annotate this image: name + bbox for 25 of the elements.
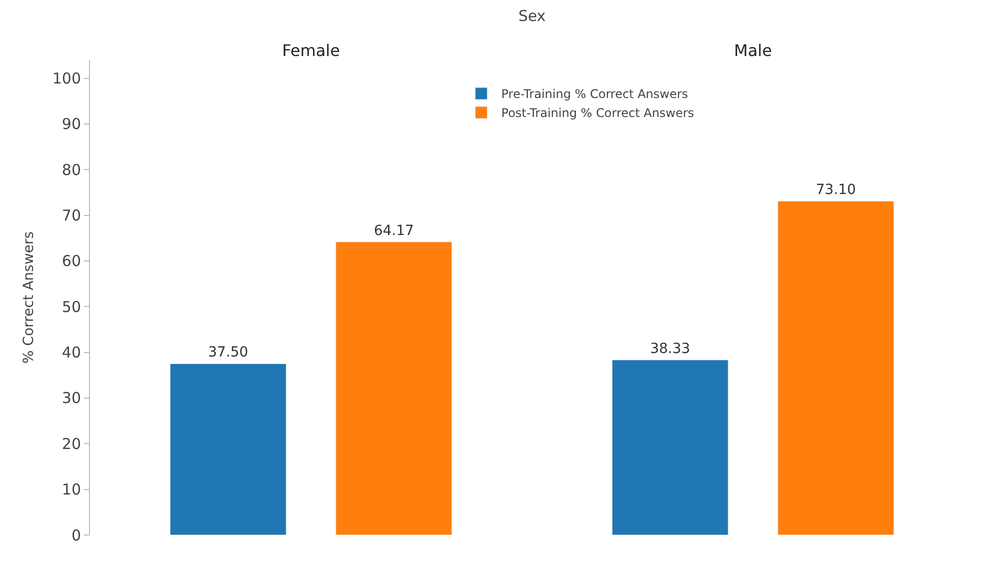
legend-label: Pre-Training % Correct Answers: [501, 87, 688, 102]
y-tick-label: 100: [52, 70, 81, 88]
y-tick-label: 40: [62, 344, 81, 362]
legend-label: Post-Training % Correct Answers: [501, 106, 694, 120]
y-tick-label: 90: [62, 115, 81, 134]
x-axis-title: Sex: [518, 7, 546, 26]
y-tick-label: 60: [62, 252, 81, 270]
y-tick-label: 20: [62, 434, 81, 453]
bar: [336, 242, 452, 535]
bar: [612, 360, 728, 535]
data-label: 38.33: [650, 340, 690, 357]
y-tick-label: 0: [71, 526, 81, 544]
bar: [170, 363, 286, 535]
y-tick-label: 80: [62, 160, 81, 179]
data-label: 73.10: [816, 182, 856, 198]
y-axis-title: % Correct Answers: [20, 231, 37, 364]
y-tick-label: 70: [62, 206, 81, 225]
bar: [778, 200, 894, 535]
x-tick-label: Female: [282, 40, 340, 60]
y-tick-label: 50: [62, 298, 81, 316]
y-tick-label: 30: [62, 389, 81, 408]
y-tick-label: 10: [62, 480, 81, 499]
x-tick-label: Male: [734, 40, 772, 60]
data-label: 64.17: [374, 222, 414, 239]
data-label: 37.50: [208, 344, 248, 361]
